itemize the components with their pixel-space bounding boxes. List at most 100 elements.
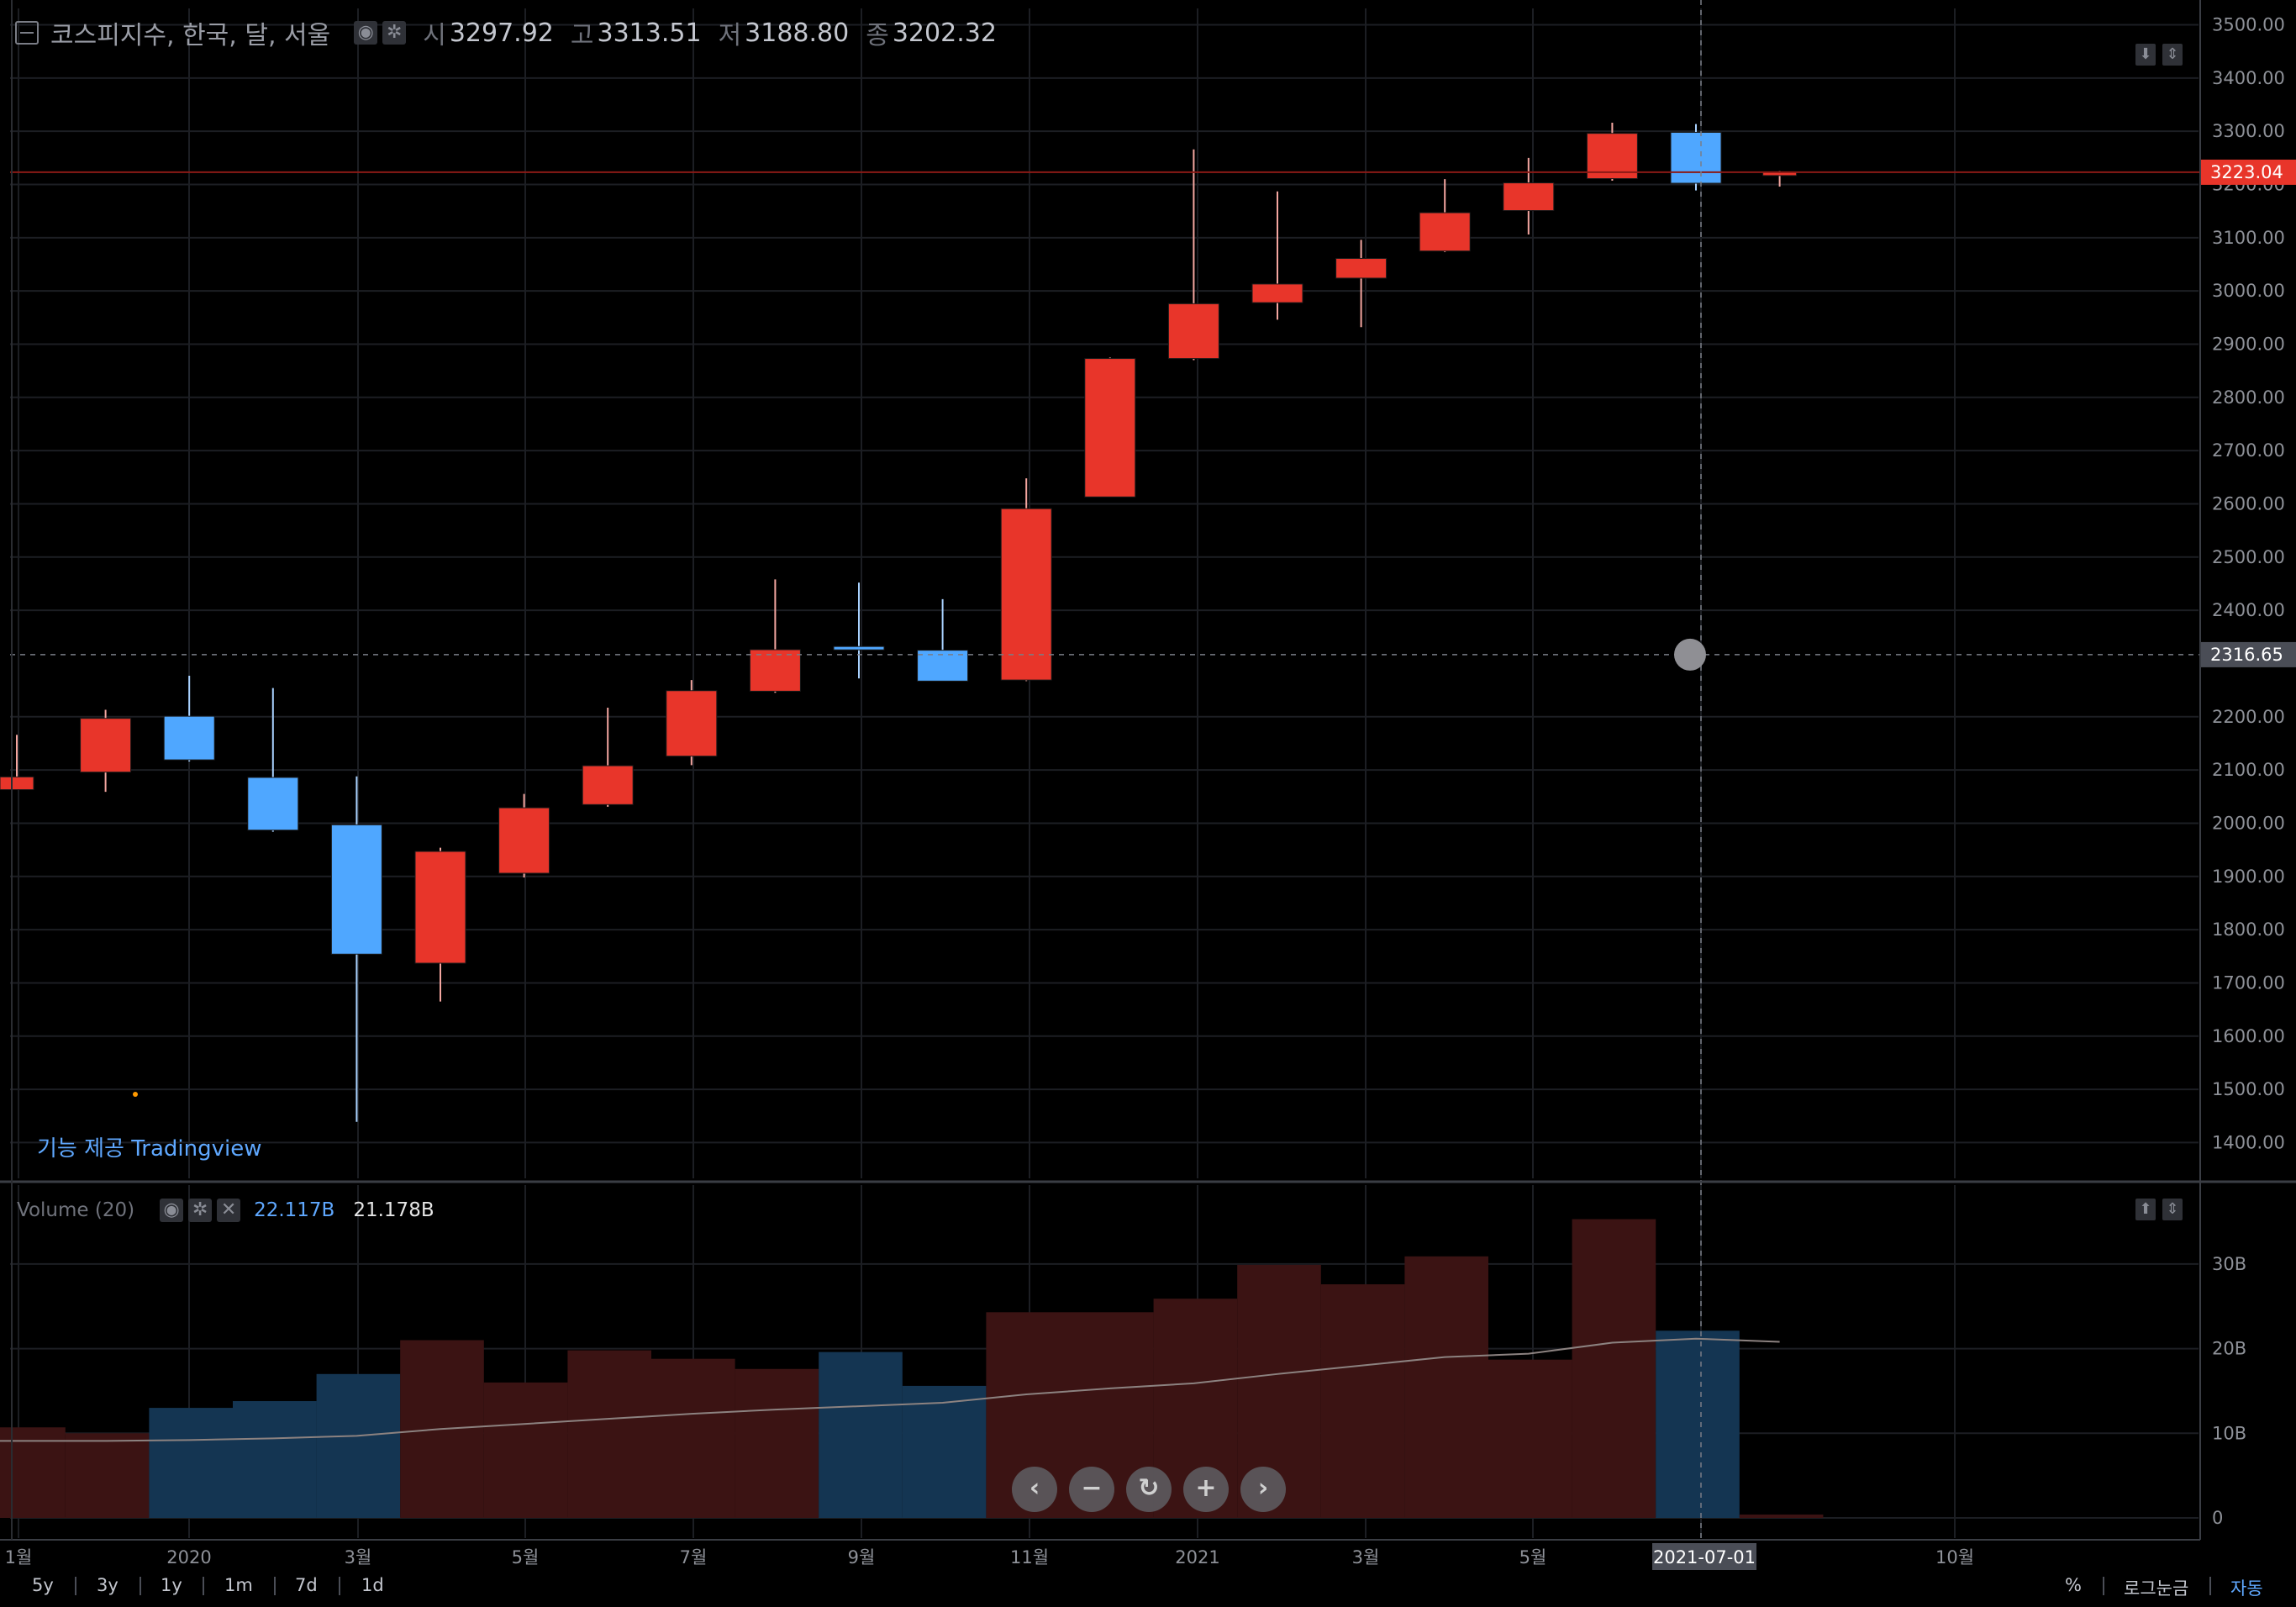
candle-body (247, 777, 299, 831)
last-price-tag (2201, 159, 2296, 185)
candle-body (0, 776, 34, 791)
scroll-right-icon[interactable]: › (1240, 1467, 1286, 1512)
settings-gear-icon[interactable]: ✲ (382, 21, 407, 45)
volume-bar (65, 1433, 150, 1518)
candle-body (1251, 283, 1303, 303)
range-1m[interactable]: 1m (224, 1575, 253, 1595)
time-tick-label: 5월 (512, 1547, 540, 1567)
visibility-icon[interactable]: ◉ (354, 21, 378, 45)
volume-bar (483, 1382, 568, 1518)
price-tick-label: 1500.00 (2212, 1079, 2285, 1099)
range-separator (339, 1577, 340, 1595)
price-tick-label: 1700.00 (2212, 972, 2285, 993)
volume-tick-label: 20B (2212, 1339, 2246, 1359)
volume-maximize-icon[interactable]: ⇕ (2162, 1199, 2183, 1220)
candle-body (1586, 133, 1638, 180)
range-separator (203, 1577, 204, 1595)
toolbar-separator (2209, 1577, 2211, 1595)
range-7d[interactable]: 7d (295, 1575, 318, 1595)
volume-pane-buttons: ⬆ ⇕ (2135, 1199, 2183, 1220)
zoom-in-icon[interactable]: + (1183, 1467, 1229, 1512)
range-5y[interactable]: 5y (32, 1575, 54, 1595)
volume-bar (1488, 1359, 1572, 1518)
percent-toggle[interactable]: % (2065, 1575, 2082, 1595)
open-value: 3297.92 (449, 18, 554, 48)
candle-body (1670, 131, 1722, 184)
close-label: 종 (866, 21, 889, 50)
collapse-legend-icon[interactable] (15, 21, 39, 45)
price-tick-label: 2900.00 (2212, 334, 2285, 354)
candle-body (1503, 182, 1555, 212)
crosshair-date-label: 2021-07-01 (1653, 1547, 1756, 1567)
volume-bar (735, 1368, 819, 1518)
volume-bar (1739, 1514, 1824, 1518)
price-tick-label: 2500.00 (2212, 547, 2285, 567)
move-up-icon[interactable]: ⬆ (2135, 1199, 2156, 1220)
crosshair-date-tag (1652, 1543, 1756, 1570)
time-tick-label: 10월 (1935, 1547, 1974, 1567)
marker-dot (133, 1092, 138, 1097)
price-tick-label: 3100.00 (2212, 228, 2285, 248)
volume-remove-icon[interactable]: ✕ (217, 1199, 241, 1222)
volume-bar (1404, 1256, 1488, 1518)
time-tick-label: 3월 (1352, 1547, 1380, 1567)
price-tick-label: 2100.00 (2212, 760, 2285, 780)
price-tick-label: 3300.00 (2212, 121, 2285, 141)
price-tick-label: 2800.00 (2212, 387, 2285, 408)
volume-bar (233, 1401, 317, 1518)
grid (10, 8, 2199, 1538)
price-pane-buttons: ⬇ ⇕ (2135, 44, 2183, 66)
candles (0, 123, 1798, 1122)
overlays (10, 0, 2200, 1540)
volume-ma-polyline (0, 1337, 1780, 1442)
high-value: 3313.51 (597, 18, 702, 48)
range-separator (140, 1577, 141, 1595)
price-tick-label: 1900.00 (2212, 867, 2285, 887)
candle-body (1335, 258, 1388, 279)
reset-icon[interactable]: ↻ (1126, 1467, 1172, 1512)
time-tick-label: 7월 (680, 1547, 708, 1567)
time-tick-label: 9월 (848, 1547, 876, 1567)
candle-body (1000, 508, 1052, 681)
price-tick-label: 3500.00 (2212, 15, 2285, 35)
candle-body (1167, 303, 1219, 360)
volume-legend: Volume (20) ◉ ✲ ✕ 22.117B 21.178B (17, 1195, 434, 1225)
volume-title: Volume (20) (17, 1199, 135, 1221)
crosshair-price-label: 2316.65 (2210, 645, 2283, 665)
volume-bar (567, 1350, 651, 1518)
time-tick-label: 5월 (1519, 1547, 1547, 1567)
range-1d[interactable]: 1d (361, 1575, 384, 1595)
candle-body (1419, 212, 1471, 252)
price-tick-label: 2000.00 (2212, 813, 2285, 833)
maximize-icon[interactable]: ⇕ (2162, 44, 2183, 66)
time-tick-label: 1월 (5, 1547, 33, 1567)
symbol-title: 코스피지수, 한국, 달, 서울 (50, 21, 331, 50)
scroll-left-icon[interactable]: ‹ (1012, 1467, 1057, 1512)
auto-scale-toggle[interactable]: 자동 (2230, 1578, 2263, 1599)
volume-settings-icon[interactable]: ✲ (188, 1199, 213, 1222)
candle-body (833, 645, 885, 651)
log-scale-toggle[interactable]: 로그눈금 (2124, 1578, 2189, 1599)
volume-visibility-icon[interactable]: ◉ (160, 1199, 184, 1222)
symbol-legend: 코스피지수, 한국, 달, 서울 ◉ ✲ 시 3297.92 고 3313.51 저… (15, 12, 997, 54)
crosshair-dot (1674, 638, 1706, 671)
crosshair-price-tag (2201, 641, 2296, 667)
range-1y[interactable]: 1y (161, 1575, 182, 1595)
tradingview-credit[interactable]: 기능 제공 Tradingview (37, 1136, 262, 1162)
volume-tick-label: 10B (2212, 1423, 2246, 1443)
candle-body (330, 824, 382, 955)
zoom-out-icon[interactable]: − (1069, 1467, 1114, 1512)
last-price-label: 3223.04 (2210, 162, 2283, 182)
volume-bar (651, 1358, 735, 1518)
candle-body (749, 649, 801, 692)
time-tick-label: 11월 (1010, 1547, 1049, 1567)
volume-ma-line (0, 1337, 1780, 1442)
range-separator (274, 1577, 276, 1595)
range-3y[interactable]: 3y (97, 1575, 118, 1595)
time-tick-label: 2020 (166, 1547, 211, 1567)
volume-value: 22.117B (254, 1199, 335, 1221)
price-tick-label: 3000.00 (2212, 281, 2285, 301)
move-down-icon[interactable]: ⬇ (2135, 44, 2156, 66)
volume-bar (902, 1385, 987, 1518)
